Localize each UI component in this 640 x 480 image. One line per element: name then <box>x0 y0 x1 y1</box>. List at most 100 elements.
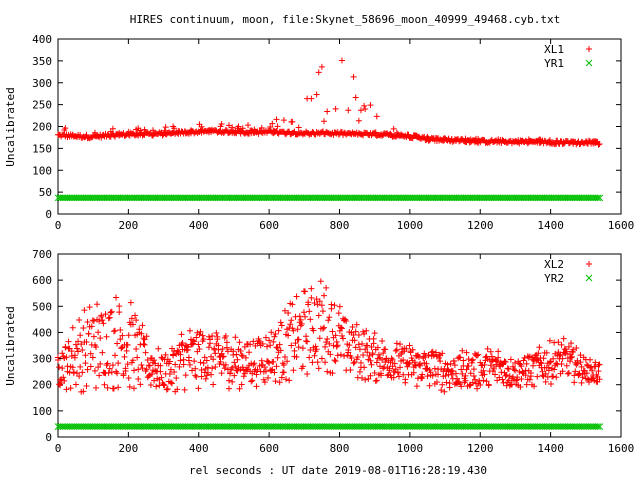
xl2-point <box>362 376 369 383</box>
xl2-point <box>457 354 464 361</box>
xl2-point <box>361 330 368 337</box>
xl2-point <box>278 322 285 329</box>
xl2-point <box>492 371 499 378</box>
xl2-point <box>413 383 420 390</box>
xl1-point <box>367 102 374 109</box>
xl1-point <box>159 132 166 139</box>
xl1-point <box>218 121 225 128</box>
xl2-point <box>239 364 246 371</box>
y-tick-label: 200 <box>32 379 52 392</box>
xl2-point <box>280 361 287 368</box>
xl2-point <box>577 352 584 359</box>
xl2-point <box>483 378 490 385</box>
xl2-point <box>82 360 89 367</box>
xl2-point <box>323 284 330 291</box>
xl2-point <box>538 360 545 367</box>
xl2-point <box>311 299 318 306</box>
xl2-point <box>518 363 525 370</box>
xl1-point <box>355 117 362 124</box>
xl2-point <box>592 359 599 366</box>
xl1-point <box>162 124 169 131</box>
xl2-point <box>290 367 297 374</box>
xl2-point <box>161 382 168 389</box>
xl2-point <box>94 301 101 308</box>
xl2-point <box>338 325 345 332</box>
xl2-point <box>253 371 260 378</box>
xl2-point <box>585 379 592 386</box>
xl2-point <box>292 340 299 347</box>
xl2-point <box>228 366 235 373</box>
xl2-point <box>369 350 376 357</box>
xl2-point <box>272 331 279 338</box>
xl2-point <box>103 361 110 368</box>
xl2-point <box>79 369 86 376</box>
xl2-point <box>573 361 580 368</box>
xl2-point <box>200 360 207 367</box>
xl2-point <box>133 317 140 324</box>
xl2-point <box>96 318 103 325</box>
xl2-point <box>380 350 387 357</box>
xl2-point <box>177 357 184 364</box>
xl2-point <box>222 333 229 340</box>
xl2-point <box>280 369 287 376</box>
xl2-point <box>357 359 364 366</box>
legend-marker-yr2 <box>585 274 593 282</box>
xl2-point <box>246 349 253 356</box>
xl2-point <box>460 357 467 364</box>
xl2-point <box>352 344 359 351</box>
xl2-point <box>359 340 366 347</box>
xl2-point <box>123 347 130 354</box>
xl1-point <box>373 113 380 120</box>
xl2-point <box>308 285 315 292</box>
xl2-point <box>162 351 169 358</box>
xl2-point <box>87 363 94 370</box>
xl2-point <box>136 326 143 333</box>
xl2-point <box>375 351 382 358</box>
bottom-panel: Uncalibrated 0 200 400 600 800 1000 1200 1400 16… <box>4 248 634 455</box>
xl2-point <box>243 366 250 373</box>
xl2-point <box>195 385 202 392</box>
xl2-point <box>205 344 212 351</box>
xl2-point <box>470 372 477 379</box>
xl2-point <box>589 367 596 374</box>
xl1-point <box>289 118 296 125</box>
xl2-point <box>81 307 88 314</box>
xl2-point <box>273 344 280 351</box>
x-tick-label: 600 <box>259 442 279 455</box>
xl2-point <box>201 354 208 361</box>
y-tick-label: 150 <box>32 142 52 155</box>
xl1-point <box>198 123 205 130</box>
xl2-point <box>182 372 189 379</box>
xl2-point <box>191 338 198 345</box>
xl2-point <box>400 357 407 364</box>
xl2-point <box>155 345 162 352</box>
x-tick-label: 1200 <box>467 442 494 455</box>
xl2-point <box>563 348 570 355</box>
xl2-point <box>277 319 284 326</box>
xl2-point <box>334 352 341 359</box>
xl2-point <box>560 335 567 342</box>
xl2-point <box>474 352 481 359</box>
xl2-point <box>139 365 146 372</box>
xl2-point <box>300 309 307 316</box>
xl2-point <box>488 358 495 365</box>
xl2-point <box>62 343 69 350</box>
xl2-point <box>99 317 106 324</box>
xl2-point <box>274 345 281 352</box>
xl2-point <box>61 377 68 384</box>
top-panel: Uncalibrated 0 200 400 600 800 1000 1200 1400 16… <box>4 33 634 232</box>
xl2-point <box>163 386 170 393</box>
xl2-point <box>587 364 594 371</box>
xl2-point <box>129 321 136 328</box>
yr2-point <box>594 423 602 430</box>
xl2-point <box>138 330 145 337</box>
xl2-point <box>238 352 245 359</box>
y-tick-label: 500 <box>32 300 52 313</box>
xl1-point <box>245 122 252 129</box>
xl2-point <box>578 379 585 386</box>
xl2-point <box>117 327 124 334</box>
xl2-point <box>234 356 241 363</box>
xl2-point <box>371 369 378 376</box>
xl2-point <box>380 365 387 372</box>
xl2-point <box>368 344 375 351</box>
